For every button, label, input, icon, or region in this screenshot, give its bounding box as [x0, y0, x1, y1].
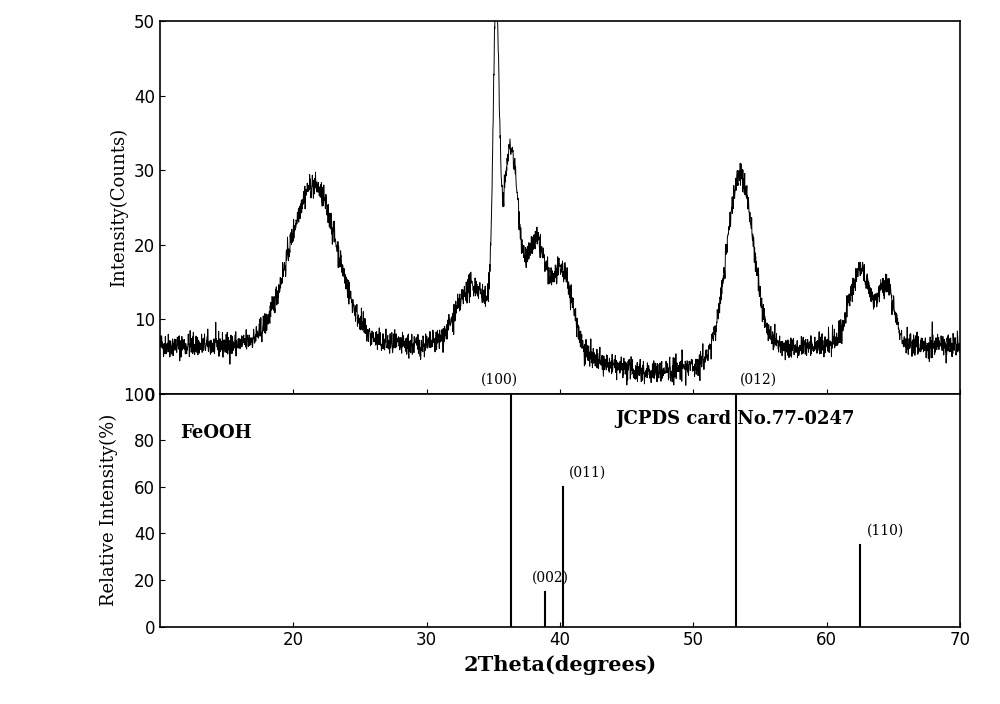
- Text: (002): (002): [532, 571, 569, 584]
- Y-axis label: Relative Intensity(%): Relative Intensity(%): [100, 414, 118, 606]
- Text: JCPDS card No.77-0247: JCPDS card No.77-0247: [615, 410, 855, 428]
- Text: (110): (110): [867, 524, 904, 538]
- Text: FeOOH: FeOOH: [180, 425, 252, 442]
- Text: (100): (100): [481, 372, 518, 386]
- Text: (011): (011): [569, 466, 607, 480]
- Text: (012): (012): [740, 372, 777, 386]
- Y-axis label: Intensity(Counts): Intensity(Counts): [110, 128, 128, 287]
- X-axis label: 2Theta(degrees): 2Theta(degrees): [463, 655, 657, 675]
